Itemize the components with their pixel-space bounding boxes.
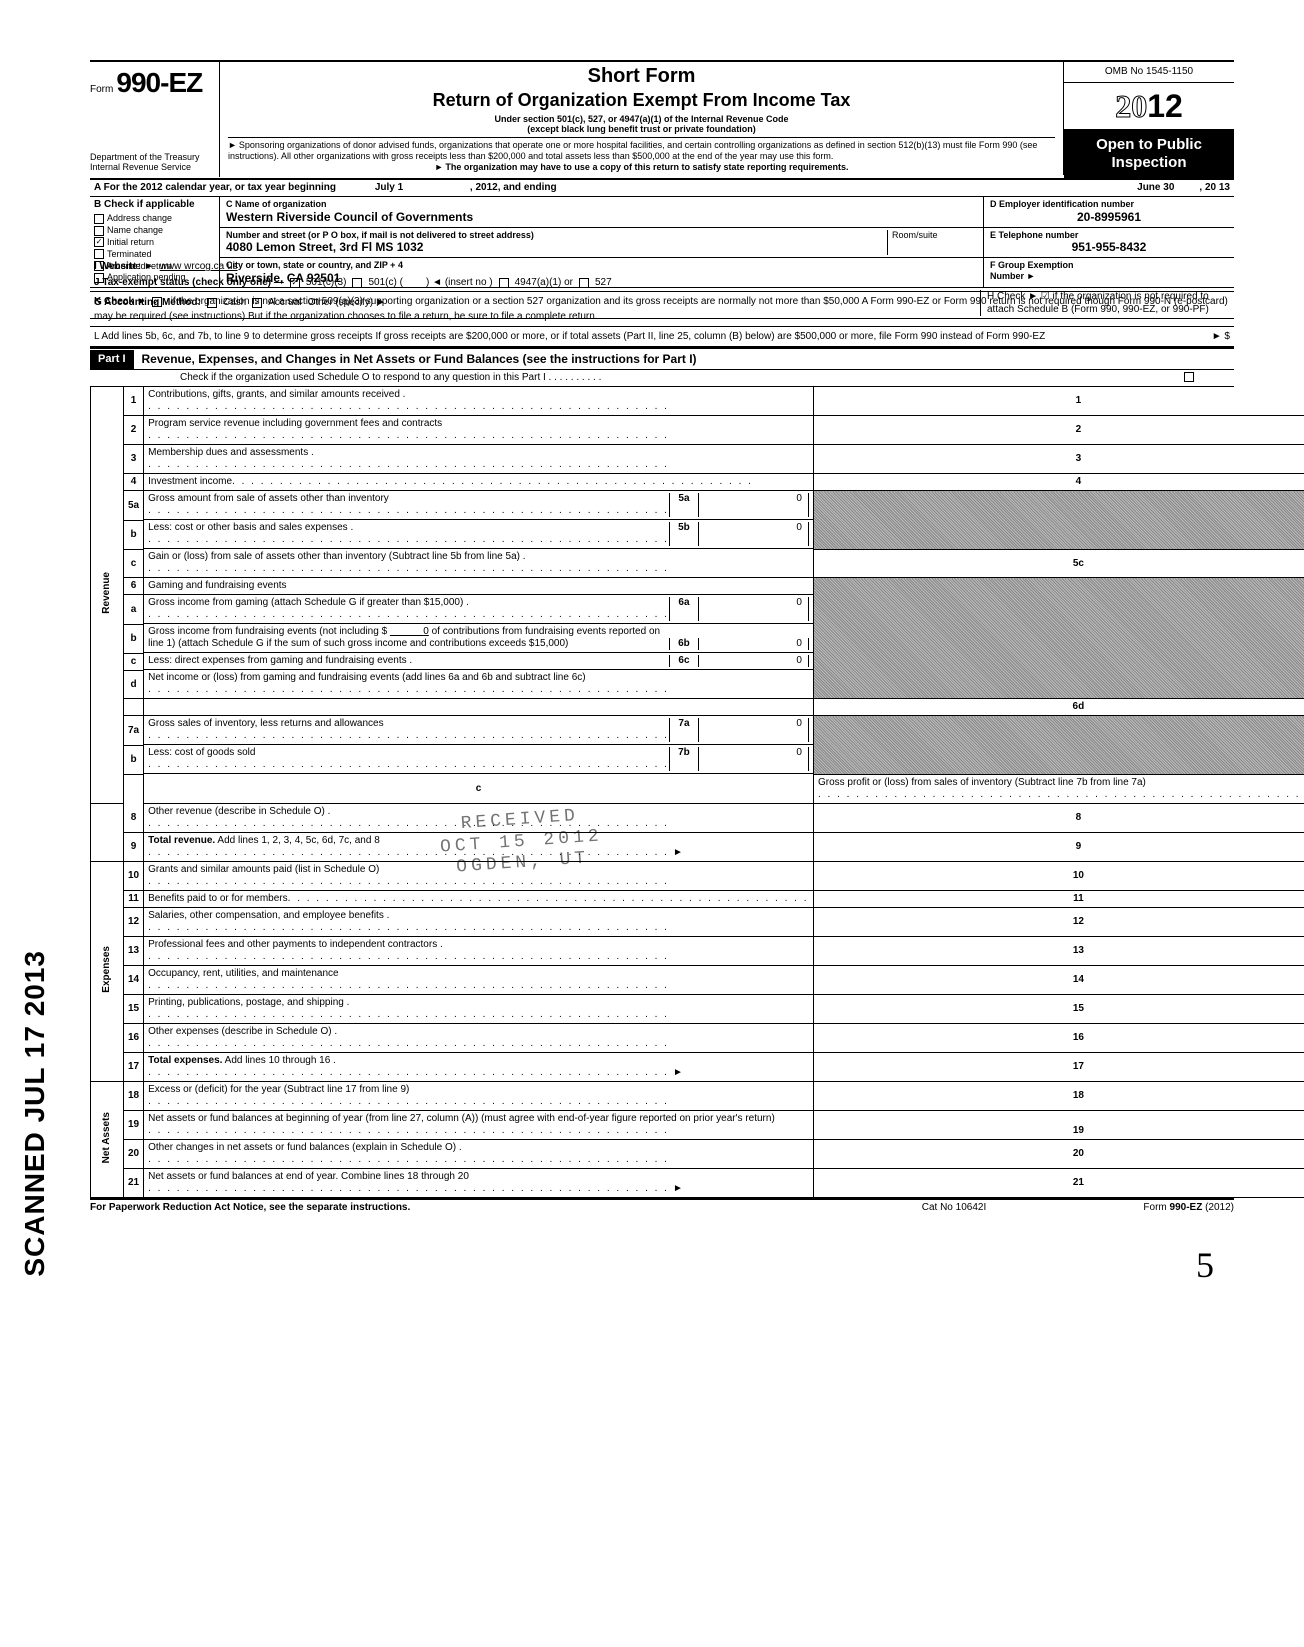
section-b: B Check if applicable Address change Nam… [90, 197, 220, 287]
side-expenses: Expenses [101, 926, 113, 1013]
return-title: Return of Organization Exempt From Incom… [228, 90, 1055, 112]
part-i-table: Revenue 1Contributions, gifts, grants, a… [90, 387, 1304, 1198]
cb-501c3[interactable] [290, 278, 300, 288]
org-name: Western Riverside Council of Governments [226, 210, 977, 224]
room-suite: Room/suite [887, 230, 977, 255]
row-a: A For the 2012 calendar year, or tax yea… [90, 180, 1064, 196]
cb-527[interactable] [579, 278, 589, 288]
cb-initial-return[interactable] [94, 237, 104, 247]
org-address: 4080 Lemon Street, 3rd Fl MS 1032 [226, 240, 887, 254]
side-net-assets: Net Assets [101, 1092, 113, 1183]
cb-501c[interactable] [352, 278, 362, 288]
cb-address-change[interactable] [94, 214, 104, 224]
sponsor-note: Sponsoring organizations of donor advise… [228, 137, 1055, 162]
ein: 20-8995961 [990, 210, 1228, 224]
cb-4947[interactable] [499, 278, 509, 288]
sched-o-check: Check if the organization used Schedule … [90, 370, 1234, 387]
cb-name-change[interactable] [94, 226, 104, 236]
dept-irs: Internal Revenue Service [90, 162, 213, 173]
section-d: D Employer identification number 20-8995… [984, 197, 1234, 287]
val-7b: 0 [699, 747, 809, 771]
dept-treasury: Department of the Treasury [90, 152, 213, 163]
telephone: 951-955-8432 [990, 240, 1228, 254]
val-5b: 0 [699, 522, 809, 546]
open-to-public: Open to Public Inspection [1064, 130, 1234, 178]
cb-sched-o[interactable] [1184, 372, 1194, 382]
val-6a: 0 [699, 597, 809, 621]
part-i-header: Part I [90, 350, 134, 369]
side-revenue: Revenue [101, 552, 113, 634]
part-i-title: Revenue, Expenses, and Changes in Net As… [134, 349, 705, 369]
subtitle-2: (except black lung benefit trust or priv… [228, 124, 1055, 135]
scanned-stamp: SCANNED JUL 17 2013 [18, 950, 52, 1277]
omb-number: OMB No 1545-1150 [1064, 62, 1234, 83]
website: www wrcog.ca us [160, 261, 238, 273]
val-5a: 0 [699, 493, 809, 517]
copy-note: The organization may have to use a copy … [228, 162, 1055, 173]
tax-year: 2012 [1064, 83, 1234, 130]
val-7a: 0 [699, 718, 809, 742]
form-prefix: Form [90, 84, 113, 95]
cb-k[interactable] [152, 297, 162, 307]
row-l: L Add lines 5b, 6c, and 7b, to line 9 to… [90, 327, 1234, 347]
val-6b: 0 [699, 638, 809, 650]
section-c: C Name of organization Western Riverside… [220, 197, 984, 287]
cb-terminated[interactable] [94, 249, 104, 259]
subtitle-1: Under section 501(c), 527, or 4947(a)(1)… [228, 114, 1055, 125]
group-exemption: Number ► [990, 271, 1228, 282]
val-6c: 0 [699, 655, 809, 667]
short-form-title: Short Form [228, 64, 1055, 88]
handwritten-5: 5 [90, 1244, 1234, 1287]
footer: For Paperwork Reduction Act Notice, see … [90, 1198, 1234, 1214]
form-number: 990-EZ [116, 67, 202, 98]
